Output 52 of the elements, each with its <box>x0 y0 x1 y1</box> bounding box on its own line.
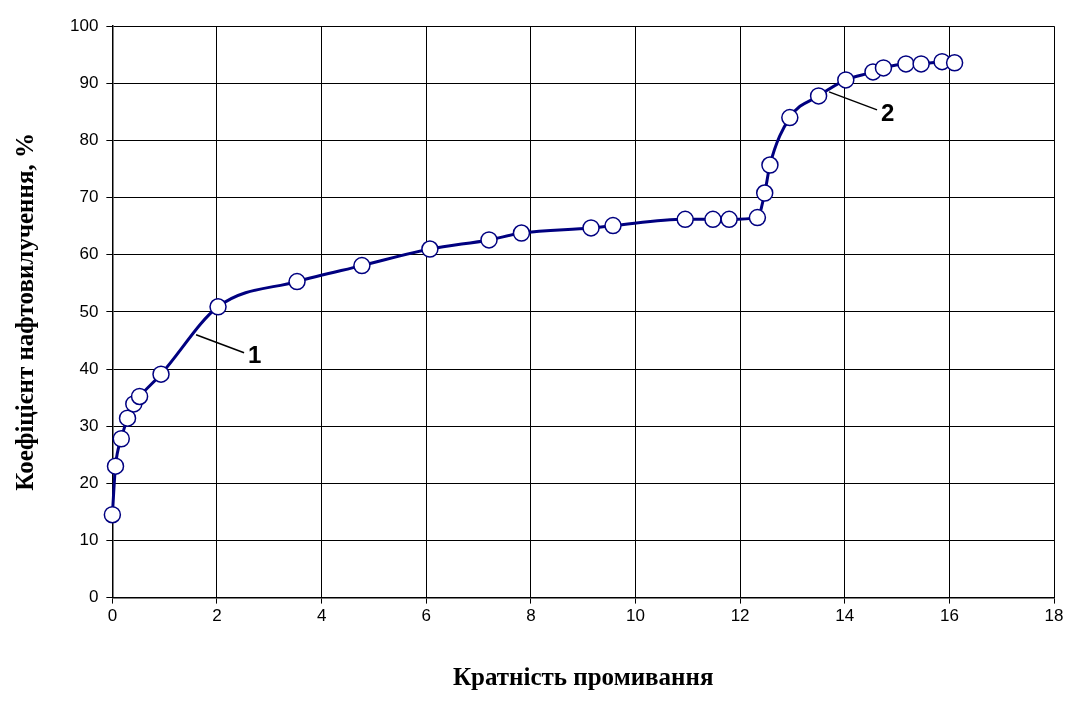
y-tick-label: 90 <box>79 73 99 93</box>
x-tick-label: 4 <box>316 606 327 626</box>
point <box>112 430 131 448</box>
point <box>720 210 738 229</box>
x-tick-label: 2 <box>212 606 222 626</box>
point <box>945 54 964 72</box>
y-tick-label: 70 <box>79 187 99 207</box>
point <box>288 272 306 291</box>
x-tick-label: 8 <box>526 606 536 626</box>
point <box>761 156 779 174</box>
annotation: 2 <box>881 98 895 126</box>
y-axis-title: Коефіцієнт нафтовилучення, % <box>11 133 39 491</box>
point <box>421 240 439 258</box>
point <box>103 506 122 524</box>
y-tick-label: 50 <box>79 301 99 321</box>
y-tick-label: 100 <box>69 15 99 35</box>
point <box>480 231 498 249</box>
point <box>837 71 855 89</box>
point <box>704 210 722 229</box>
point <box>209 298 227 316</box>
point <box>118 409 137 427</box>
y-tick-label: 30 <box>79 415 99 435</box>
point <box>353 256 371 275</box>
x-tick-label: 18 <box>1044 606 1064 626</box>
y-tick-label: 20 <box>79 473 99 493</box>
point <box>809 87 828 105</box>
point <box>582 219 600 237</box>
x-tick-label: 16 <box>939 606 959 626</box>
y-tick-label: 10 <box>79 530 99 550</box>
x-tick-label: 0 <box>107 606 118 626</box>
x-tick-label: 12 <box>730 606 750 626</box>
point <box>106 457 125 475</box>
x-axis-title: Кратність промивання <box>452 663 714 691</box>
y-tick-label: 80 <box>79 130 99 150</box>
y-tick-label: 0 <box>88 587 99 607</box>
point <box>781 108 799 127</box>
point <box>130 387 149 406</box>
y-tick-label: 60 <box>79 244 99 264</box>
point <box>897 55 915 73</box>
point <box>748 208 767 227</box>
x-tick-label: 14 <box>835 606 855 626</box>
point <box>912 55 930 73</box>
point <box>604 216 622 235</box>
annotation: 1 <box>248 341 262 369</box>
point <box>152 365 170 383</box>
point <box>755 184 774 202</box>
point <box>676 210 694 229</box>
point <box>874 59 893 77</box>
x-tick-label: 10 <box>626 606 645 626</box>
point <box>512 224 531 242</box>
x-tick-label: 6 <box>421 606 431 626</box>
y-tick-label: 40 <box>79 358 99 378</box>
